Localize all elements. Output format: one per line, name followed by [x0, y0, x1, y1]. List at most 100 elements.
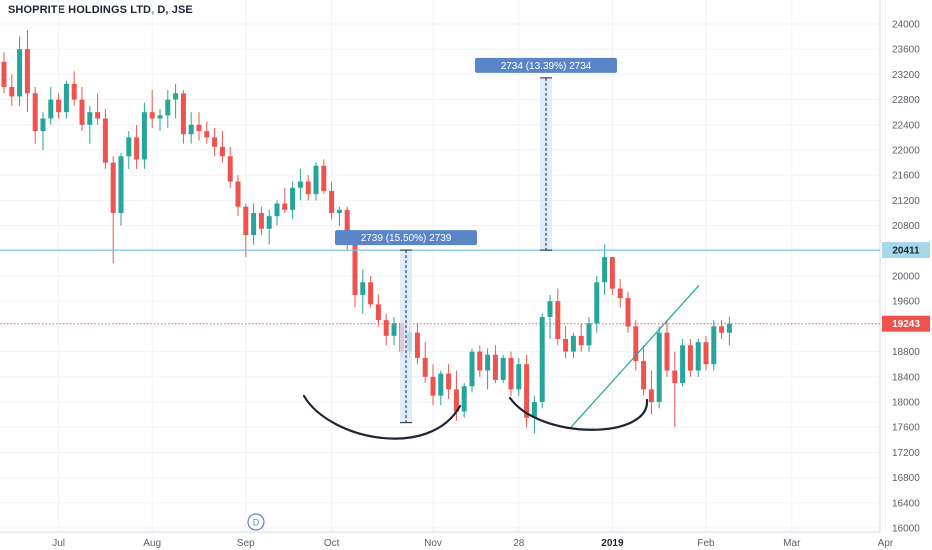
candle-body[interactable]	[477, 351, 483, 371]
candle-body[interactable]	[656, 332, 662, 402]
candle-body[interactable]	[212, 137, 218, 147]
y-tick-label: 23200	[892, 70, 920, 81]
candle-body[interactable]	[586, 323, 592, 346]
candle-body[interactable]	[87, 112, 93, 125]
candle-body[interactable]	[578, 335, 584, 346]
trend-line[interactable]	[570, 285, 700, 428]
candle-body[interactable]	[680, 345, 686, 384]
candle-body[interactable]	[134, 137, 140, 160]
candle-body[interactable]	[609, 257, 615, 289]
left-bottom-curve[interactable]	[302, 394, 462, 440]
candle-body[interactable]	[149, 112, 155, 119]
candle-body[interactable]	[173, 93, 179, 100]
candle-body[interactable]	[563, 339, 569, 352]
candle-body[interactable]	[157, 115, 163, 119]
candle-body[interactable]	[126, 137, 132, 157]
candle-body[interactable]	[32, 93, 38, 132]
candle-body[interactable]	[274, 203, 280, 217]
candle-body[interactable]	[118, 156, 124, 213]
candle-body[interactable]	[664, 332, 670, 371]
candle-body[interactable]	[539, 316, 545, 402]
candle-body[interactable]	[24, 49, 30, 94]
candle-body[interactable]	[719, 326, 725, 333]
candle-body[interactable]	[336, 209, 342, 213]
candle-body[interactable]	[485, 354, 491, 371]
candle-body[interactable]	[711, 326, 717, 365]
candle-body[interactable]	[695, 342, 701, 371]
candle-body[interactable]	[547, 301, 553, 317]
candle-body[interactable]	[282, 203, 288, 210]
candle-body[interactable]	[9, 87, 15, 97]
candle-body[interactable]	[188, 124, 194, 135]
candle-body[interactable]	[500, 357, 506, 380]
right-bottom-curve[interactable]	[508, 396, 649, 431]
candle-body[interactable]	[602, 257, 608, 283]
candle-body[interactable]	[102, 118, 108, 163]
candle-body[interactable]	[266, 216, 272, 229]
candle-body[interactable]	[672, 370, 678, 384]
candle-body[interactable]	[524, 364, 530, 418]
candle-body[interactable]	[360, 282, 366, 295]
candle-body[interactable]	[453, 389, 459, 412]
candle-body[interactable]	[258, 213, 264, 229]
candle-body[interactable]	[446, 373, 452, 390]
candle-body[interactable]	[617, 288, 623, 299]
candle-body[interactable]	[79, 99, 85, 125]
event-marker[interactable]	[247, 513, 265, 531]
candle-body[interactable]	[297, 181, 303, 188]
candle-body[interactable]	[648, 389, 654, 402]
candle-body[interactable]	[235, 181, 241, 207]
candle-body[interactable]	[555, 301, 561, 339]
candle-body[interactable]	[687, 345, 693, 371]
candle-body[interactable]	[469, 351, 475, 387]
candle-body[interactable]	[625, 298, 631, 327]
candle-body[interactable]	[508, 357, 514, 390]
candle-body[interactable]	[63, 83, 69, 113]
candle-body[interactable]	[243, 206, 249, 236]
candle-body[interactable]	[40, 118, 46, 132]
candle-body[interactable]	[56, 99, 62, 113]
x-tick-label: Sep	[237, 538, 255, 549]
candle-body[interactable]	[321, 165, 327, 191]
candle-body[interactable]	[641, 361, 647, 390]
candle-body[interactable]	[204, 131, 210, 138]
candle-body[interactable]	[383, 320, 389, 336]
candle-body[interactable]	[594, 282, 600, 324]
candle-body[interactable]	[251, 213, 257, 236]
candle-body[interactable]	[352, 244, 358, 295]
candle-body[interactable]	[430, 376, 436, 396]
candle-body[interactable]	[141, 112, 147, 160]
candle-body[interactable]	[391, 323, 397, 336]
candle-body[interactable]	[48, 99, 54, 119]
candle-body[interactable]	[344, 209, 350, 245]
candle-body[interactable]	[17, 49, 23, 97]
candle-body[interactable]	[165, 99, 171, 116]
candle-body[interactable]	[71, 83, 77, 100]
candle-body[interactable]	[110, 162, 116, 213]
candle-body[interactable]	[414, 332, 420, 358]
candle-body[interactable]	[726, 323, 732, 333]
candle-body[interactable]	[531, 402, 537, 418]
candle-body[interactable]	[180, 93, 186, 135]
candle-body[interactable]	[227, 156, 233, 182]
candle-body[interactable]	[438, 373, 444, 396]
candle-body[interactable]	[305, 181, 311, 195]
candle-body[interactable]	[461, 386, 467, 412]
candle-body[interactable]	[290, 187, 296, 210]
candle-body[interactable]	[1, 61, 7, 87]
candle-body[interactable]	[368, 282, 374, 305]
candle-body[interactable]	[633, 326, 639, 362]
candle-body[interactable]	[516, 364, 522, 390]
candle-body[interactable]	[196, 124, 202, 132]
candle-body[interactable]	[422, 357, 428, 377]
candle-body[interactable]	[219, 146, 225, 157]
candle-body[interactable]	[95, 112, 101, 119]
candle-body[interactable]	[329, 190, 335, 213]
candle-body[interactable]	[703, 342, 709, 365]
candle-body[interactable]	[570, 335, 576, 352]
candle-body[interactable]	[492, 354, 498, 380]
candle-body[interactable]	[313, 165, 319, 195]
candle-body[interactable]	[375, 304, 381, 321]
